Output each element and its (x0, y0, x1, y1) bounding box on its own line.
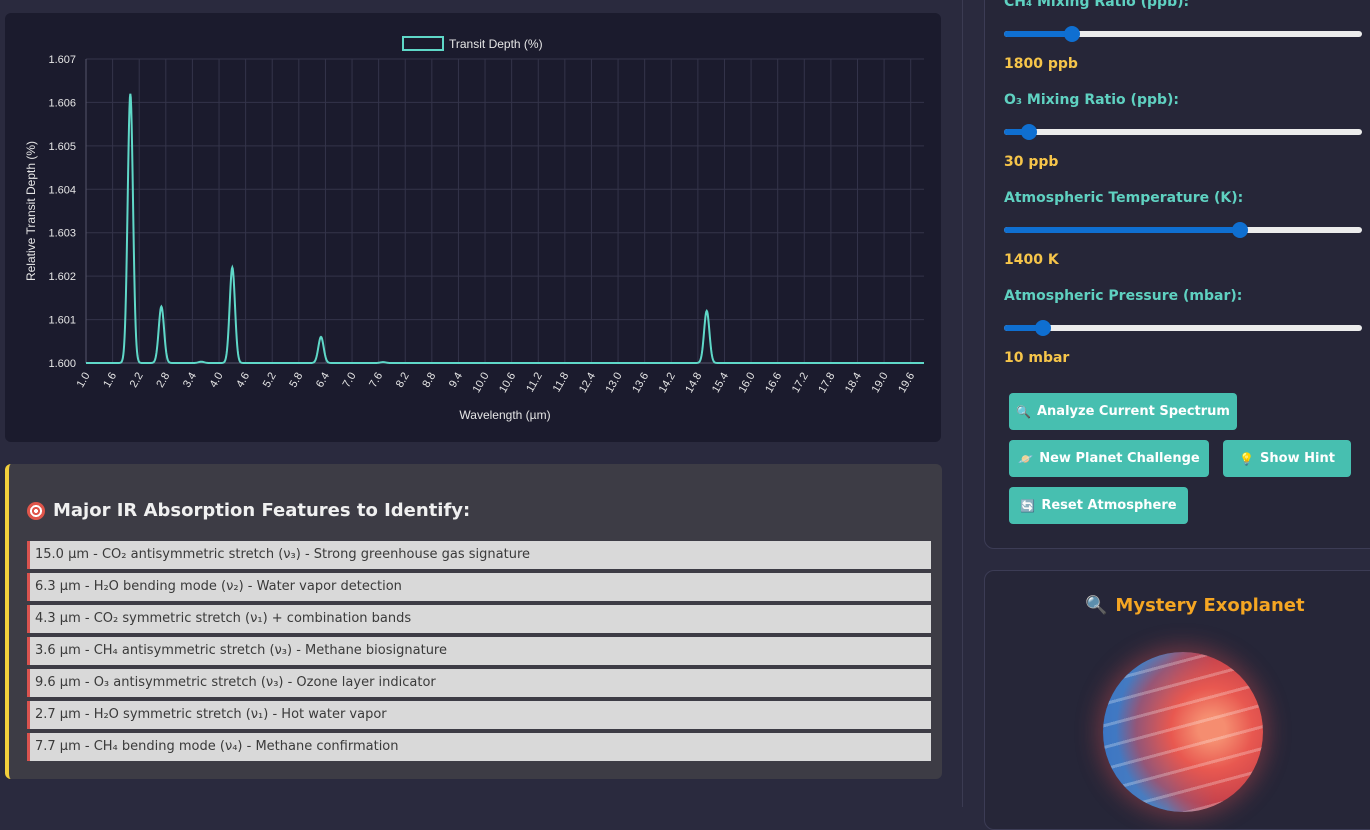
legend-label: Transit Depth (%) (449, 37, 543, 51)
x-tick-label: 14.2 (657, 371, 678, 396)
x-tick-label: 17.2 (790, 371, 811, 396)
show-hint-button[interactable]: 💡 Show Hint (1223, 440, 1351, 477)
y-tick-label: 1.601 (48, 315, 76, 327)
analyze-spectrum-button[interactable]: 🔍 Analyze Current Spectrum (1009, 393, 1237, 430)
temperature-slider-fill (1004, 227, 1241, 233)
x-tick-label: 16.6 (763, 371, 784, 396)
pressure-slider[interactable] (1004, 320, 1362, 336)
feature-item: 7.7 µm - CH₄ bending mode (ν₄) - Methane… (27, 733, 931, 761)
x-tick-label: 1.0 (75, 371, 93, 390)
ch4-label: CH₄ Mixing Ratio (ppb): (1004, 0, 1190, 10)
new-planet-challenge-label: New Planet Challenge (1039, 451, 1200, 466)
o3-label: O₃ Mixing Ratio (ppb): (1004, 92, 1179, 108)
reset-atmosphere-button[interactable]: 🔄 Reset Atmosphere (1009, 487, 1188, 524)
o3-value: 30 ppb (1004, 154, 1059, 170)
x-tick-label: 2.8 (154, 371, 172, 390)
x-tick-label: 15.4 (710, 371, 731, 396)
legend-swatch (402, 36, 444, 51)
feature-item: 6.3 µm - H₂O bending mode (ν₂) - Water v… (27, 573, 931, 601)
x-tick-label: 10.6 (497, 370, 518, 395)
spectrum-chart: 1.600 1.601 1.602 1.603 1.604 1.605 1.606 1.607… (24, 36, 924, 422)
lightbulb-icon: 💡 (1239, 451, 1255, 466)
x-tick-label: 13.0 (604, 371, 625, 396)
feature-item: 4.3 µm - CO₂ symmetric stretch (ν₁) + co… (27, 605, 931, 633)
x-tick-label: 3.4 (181, 371, 199, 390)
x-axis-title: Wavelength (µm) (459, 408, 550, 422)
reset-atmosphere-label: Reset Atmosphere (1041, 498, 1177, 513)
y-tick-label: 1.606 (48, 97, 76, 109)
feature-item: 2.7 µm - H₂O symmetric stretch (ν₁) - Ho… (27, 701, 931, 729)
o3-slider[interactable] (1004, 124, 1362, 140)
temperature-label: Atmospheric Temperature (K): (1004, 190, 1244, 206)
ch4-slider-fill (1004, 31, 1073, 37)
feature-item: 15.0 µm - CO₂ antisymmetric stretch (ν₃)… (27, 541, 931, 569)
analyze-spectrum-label: Analyze Current Spectrum (1036, 404, 1230, 419)
x-tick-label: 4.6 (234, 371, 252, 390)
x-tick-label: 2.2 (128, 371, 146, 390)
y-tick-label: 1.607 (48, 54, 76, 66)
x-tick-label: 9.4 (447, 371, 465, 390)
y-tick-label: 1.604 (48, 184, 76, 196)
x-tick-label: 5.8 (287, 371, 305, 390)
o3-slider-fill (1004, 129, 1030, 135)
x-tick-label: 10.0 (471, 371, 492, 396)
y-axis-title: Relative Transit Depth (%) (24, 141, 38, 281)
column-divider (962, 0, 963, 807)
x-tick-label: 11.8 (551, 371, 572, 395)
x-tick-label: 17.8 (816, 371, 837, 396)
feature-item: 9.6 µm - O₃ antisymmetric stretch (ν₃) -… (27, 669, 931, 697)
x-tick-label: 1.6 (101, 371, 119, 390)
feature-item: 3.6 µm - CH₄ antisymmetric stretch (ν₃) … (27, 637, 931, 665)
x-tick-label: 14.8 (683, 371, 704, 396)
pressure-label: Atmospheric Pressure (mbar): (1004, 288, 1243, 304)
new-planet-challenge-button[interactable]: 🪐 New Planet Challenge (1009, 440, 1209, 477)
temperature-slider-thumb[interactable] (1232, 222, 1249, 238)
show-hint-label: Show Hint (1260, 451, 1335, 466)
x-tick-label: 7.0 (341, 371, 359, 390)
y-tick-label: 1.605 (48, 141, 76, 153)
y-tick-label: 1.603 (48, 228, 76, 240)
temperature-slider[interactable] (1004, 222, 1362, 238)
features-title: Major IR Absorption Features to Identify… (53, 500, 471, 521)
features-heading: Major IR Absorption Features to Identify… (27, 500, 470, 521)
pressure-slider-fill (1004, 325, 1044, 331)
mystery-exoplanet-title: Mystery Exoplanet (1115, 595, 1305, 616)
magnifier-icon: 🔍 (1016, 404, 1031, 419)
x-tick-label: 19.6 (896, 371, 917, 396)
pressure-slider-thumb[interactable] (1035, 320, 1052, 336)
pressure-value: 10 mbar (1004, 350, 1070, 366)
x-tick-label: 18.4 (843, 371, 864, 396)
transit-depth-series-line (86, 93, 924, 364)
y-tick-label: 1.602 (48, 271, 76, 283)
temperature-value: 1400 K (1004, 252, 1059, 268)
x-tick-label: 19.0 (870, 371, 891, 396)
mystery-exoplanet-heading: 🔍 Mystery Exoplanet (1085, 595, 1305, 616)
ch4-slider[interactable] (1004, 26, 1362, 42)
exoplanet-visual (1103, 652, 1263, 812)
x-tick-label: 11.2 (524, 371, 545, 395)
ch4-slider-thumb[interactable] (1064, 26, 1081, 42)
x-tick-label: 4.0 (208, 371, 226, 390)
x-tick-label: 7.6 (367, 371, 385, 390)
x-tick-label: 12.4 (577, 371, 598, 396)
feature-list: 15.0 µm - CO₂ antisymmetric stretch (ν₃)… (27, 541, 931, 765)
x-tick-label: 13.6 (630, 371, 651, 396)
ch4-value: 1800 ppb (1004, 56, 1078, 72)
x-tick-label: 16.0 (737, 371, 758, 396)
spectrum-chart-card: 1.600 1.601 1.602 1.603 1.604 1.605 1.606 1.607… (5, 13, 941, 442)
target-icon (27, 501, 45, 520)
magnifier-icon: 🔍 (1085, 595, 1108, 616)
x-tick-label: 8.8 (420, 371, 438, 390)
refresh-icon: 🔄 (1020, 498, 1036, 513)
y-tick-label: 1.600 (48, 358, 76, 370)
absorption-features-panel: Major IR Absorption Features to Identify… (5, 464, 942, 779)
x-tick-label: 5.2 (261, 371, 279, 390)
x-tick-label: 8.2 (394, 371, 412, 390)
x-tick-label: 6.4 (314, 371, 332, 390)
planet-icon: 🪐 (1018, 451, 1034, 466)
o3-slider-thumb[interactable] (1021, 124, 1038, 140)
